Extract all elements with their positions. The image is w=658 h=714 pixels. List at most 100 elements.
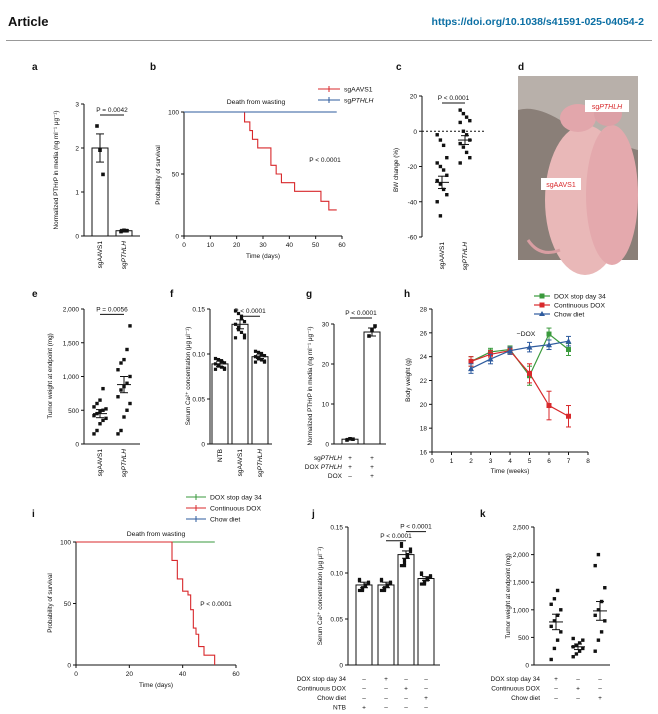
panel-g-y-tick-label: 10	[322, 402, 330, 409]
panel-e-data-point	[128, 324, 132, 328]
panel-j-bar	[377, 584, 395, 666]
panel-f-bar	[231, 323, 249, 445]
panel-b-legend-label: sgPTHLH	[344, 98, 374, 105]
panel-d-photo: sgPTHLH sgAAVS1	[518, 76, 638, 275]
panel-e-x-tick-label: sgAAVS1	[97, 449, 104, 477]
panel-e-data-point	[104, 416, 108, 421]
panel-e-data-point	[95, 401, 99, 406]
panel-c-data-point	[461, 111, 466, 116]
panel-e-y-tick-label: 500	[68, 408, 79, 415]
panel-a-y-tick-label: 3	[75, 102, 79, 109]
panel-k-data-point	[555, 613, 560, 618]
panel-k-condition-mark: +	[554, 676, 558, 683]
panel-k-data-point	[571, 655, 575, 659]
panel-k-data-point	[555, 638, 560, 642]
panel-d-photo-label-box-left	[541, 178, 581, 190]
panel-j-condition-mark: –	[362, 686, 366, 693]
panel-c-data-point	[435, 133, 439, 137]
panel-i-x-tick-label: 20	[126, 671, 134, 678]
panel-e-y-tick-label: 2,000	[63, 307, 80, 314]
panel-e-data-point	[98, 398, 102, 402]
panel-g-y-tick-label: 0	[325, 442, 329, 449]
panel-e-y-tick-label: 1,500	[63, 340, 80, 347]
panel-letter-g: g	[306, 289, 312, 300]
panel-g-p-value: P < 0.0001	[345, 310, 377, 317]
panel-b-x-tick-label: 40	[286, 242, 294, 249]
panel-k-data-point	[571, 636, 575, 641]
panel-letter-h: h	[404, 289, 410, 300]
panel-j-bar	[417, 578, 435, 666]
panel-h-y-tick-label: 20	[420, 402, 428, 409]
panel-b-y-tick-label: 50	[172, 172, 180, 179]
panel-a-data-point	[101, 172, 105, 177]
panel-f-y-tick-label: 0.15	[192, 307, 205, 314]
panel-b-x-label: Time (days)	[246, 253, 280, 260]
panel-e-data-point	[125, 381, 129, 385]
panel-f-p-value: P < 0.0001	[234, 308, 266, 315]
panel-e-data-point	[116, 395, 120, 399]
panel-letter-c: c	[396, 62, 402, 73]
panel-f-data-point	[253, 355, 258, 359]
panel-h-x-tick-label: 6	[547, 458, 551, 465]
panel-b-x-tick-label: 50	[312, 242, 320, 249]
panel-h-x-tick-label: 1	[450, 458, 454, 465]
panel-g-condition-mark: +	[370, 455, 374, 462]
panel-j-condition-mark: –	[404, 705, 408, 712]
panel-h-marker	[546, 341, 552, 348]
panel-j-data-point	[388, 581, 393, 586]
panel-h-marker	[487, 356, 494, 362]
panel-h-marker	[527, 370, 532, 376]
panel-i-legend-label: Chow diet	[210, 517, 240, 524]
panel-k-data-point	[552, 597, 557, 601]
panel-c-data-point	[468, 155, 472, 160]
panel-k-data-point	[581, 638, 585, 642]
panel-f-data-point	[219, 365, 224, 369]
panel-j-condition-mark: +	[384, 676, 388, 683]
panel-j-data-point	[422, 582, 427, 586]
panel-f-data-point	[253, 349, 258, 353]
doi-link[interactable]: https://doi.org/10.1038/s41591-025-04054…	[431, 16, 644, 28]
panel-k-condition-label: Continuous DOX	[491, 686, 540, 693]
panel-k-condition-mark: –	[554, 695, 558, 702]
panel-f-data-point	[239, 330, 244, 334]
panel-j-condition-label: NTB	[333, 705, 346, 712]
panel-i-x-label: Time (days)	[139, 682, 173, 689]
panel-f-data-point	[233, 336, 238, 340]
panel-j-condition-mark: –	[384, 686, 388, 693]
panel-letter-i: i	[32, 509, 35, 520]
panel-c-data-point	[441, 168, 446, 172]
panel-e-data-point	[125, 347, 129, 352]
panel-b-y-tick-label: 0	[175, 234, 179, 241]
panel-f-x-tick-label: NTB	[217, 449, 224, 462]
panel-f-data-point	[262, 354, 267, 358]
panel-k-condition-mark: –	[554, 686, 558, 693]
panel-e-data-point	[116, 368, 120, 372]
panel-h-marker	[526, 344, 533, 350]
panel-j-p-value: P < 0.0001	[400, 524, 432, 531]
panel-f-y-label: Serum Ca²⁺ concentration (μg μl⁻¹)	[185, 327, 192, 426]
panel-f-data-point	[259, 358, 264, 362]
panel-f-x-tick-label: sgPTHLH	[257, 449, 264, 477]
panel-k-data-point	[593, 649, 597, 653]
panel-c-data-point	[445, 193, 449, 197]
panel-g-condition-mark: +	[348, 464, 352, 471]
panel-g-bar	[363, 331, 381, 445]
panel-h-y-tick-label: 16	[420, 450, 428, 457]
panel-h-annotation: −DOX	[517, 331, 536, 338]
panel-e-data-point	[119, 428, 123, 433]
panel-j-data-point	[379, 579, 384, 583]
panel-h-marker	[507, 347, 513, 354]
panel-letter-f: f	[170, 289, 174, 300]
panel-a-y-label: Normalized PTHrP in media (ng ml⁻¹ μg⁻¹)	[53, 111, 60, 230]
panel-c-y-tick-label: 20	[410, 94, 418, 101]
panel-b-x-tick-label: 60	[338, 242, 346, 249]
panel-e-y-tick-label: 0	[75, 442, 79, 449]
panel-h-marker	[566, 413, 571, 419]
panel-e-data-point	[92, 413, 96, 418]
panel-j-data-point	[363, 584, 368, 588]
panel-k-condition-label: Chow diet	[511, 695, 540, 702]
panel-j-data-point	[399, 541, 404, 546]
panel-d-photo-label-left: sgAAVS1	[546, 182, 576, 189]
panel-j-y-label: Serum Ca²⁺ concentration (μg μl⁻¹)	[317, 547, 324, 646]
